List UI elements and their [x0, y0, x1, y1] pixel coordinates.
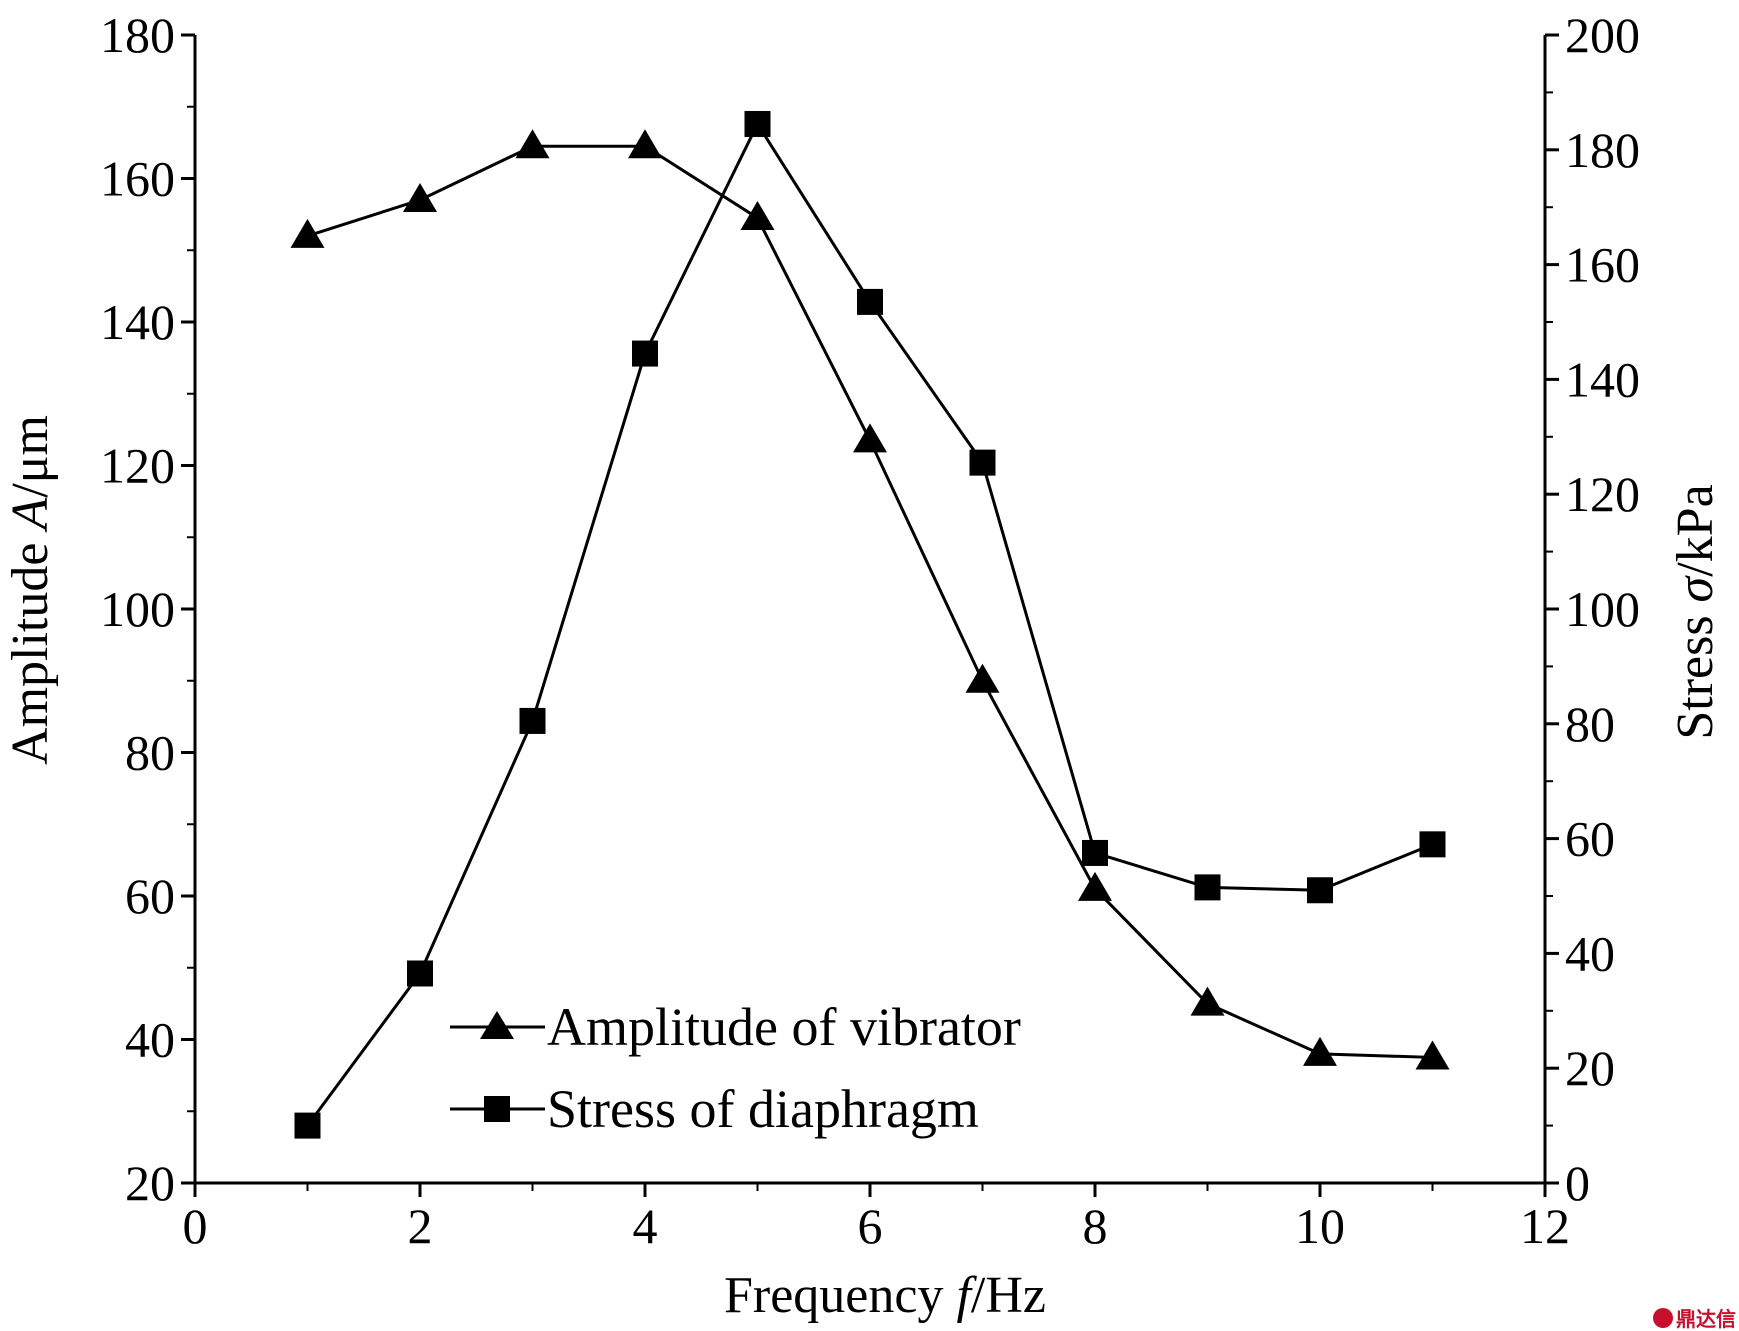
- right-y-tick-label: 140: [1565, 351, 1640, 407]
- series-line: [306, 120, 1434, 1127]
- triangle-data-point: [853, 423, 887, 453]
- left-y-tick-label: 180: [100, 7, 175, 63]
- right-y-tick-label: 180: [1565, 122, 1640, 178]
- triangle-data-point: [1303, 1036, 1337, 1066]
- square-data-point: [744, 110, 771, 137]
- triangle-data-point: [515, 129, 550, 159]
- series-line: [307, 144, 1433, 1059]
- x-tick-label: 6: [858, 1198, 883, 1254]
- x-tick-label: 8: [1083, 1198, 1108, 1254]
- square-data-point: [1194, 874, 1221, 901]
- right-y-tick-label: 80: [1565, 696, 1615, 752]
- left-y-tick-label: 140: [100, 294, 175, 350]
- square-data-point: [294, 1112, 321, 1139]
- triangle-data-point: [1190, 986, 1225, 1016]
- watermark-icon: [1653, 1308, 1673, 1328]
- square-data-point: [407, 960, 433, 987]
- triangle-data-point: [628, 129, 662, 159]
- legend-entry-amplitude: Amplitude of vibrator: [450, 997, 1021, 1057]
- x-axis: 0 2 4 6 8 10 12: [183, 1183, 1570, 1254]
- legend: Amplitude of vibrator Stress of diaphrag…: [450, 997, 1021, 1139]
- legend-entry-stress: Stress of diaphragm: [450, 1079, 979, 1139]
- x-tick-label: 12: [1520, 1198, 1570, 1254]
- right-y-tick-label: 120: [1565, 466, 1640, 522]
- left-y-tick-label: 160: [100, 151, 175, 207]
- left-y-tick-label: 20: [125, 1155, 175, 1211]
- x-tick-label: 4: [633, 1198, 658, 1254]
- square-data-point: [519, 707, 546, 734]
- x-tick-label: 10: [1295, 1198, 1345, 1254]
- square-data-point: [632, 340, 658, 367]
- triangle-data-point: [1415, 1040, 1450, 1070]
- square-data-point: [857, 288, 883, 315]
- right-y-tick-label: 100: [1565, 581, 1640, 637]
- right-y-tick-label: 0: [1565, 1155, 1590, 1211]
- square-data-point: [969, 449, 996, 476]
- series-stress: [294, 110, 1446, 1139]
- right-y-axis: 0 20 40 60 80 100 120 140 160 180 200: [1545, 7, 1640, 1211]
- legend-label-stress: Stress of diaphragm: [547, 1079, 979, 1139]
- left-y-tick-label: 120: [100, 438, 175, 494]
- right-y-tick-label: 200: [1565, 7, 1640, 63]
- left-y-tick-label: 40: [125, 1012, 175, 1068]
- legend-label-amplitude: Amplitude of vibrator: [547, 997, 1021, 1057]
- series-layer: [290, 110, 1450, 1139]
- right-y-tick-label: 160: [1565, 237, 1640, 293]
- left-y-axis-title: Amplitude A/μm: [2, 415, 59, 765]
- square-data-point: [1419, 831, 1446, 858]
- left-y-tick-label: 60: [125, 868, 175, 924]
- triangle-data-point: [1078, 871, 1112, 901]
- right-y-axis-title: Stress σ/kPa: [1667, 484, 1724, 739]
- left-y-tick-label: 80: [125, 725, 175, 781]
- left-y-axis: 20 40 60 80 100 120 140 160 180: [100, 7, 195, 1211]
- triangle-data-point: [740, 200, 775, 230]
- x-tick-label: 2: [408, 1198, 433, 1254]
- watermark-logo: 鼎达信: [1653, 1307, 1736, 1331]
- right-y-tick-label: 20: [1565, 1040, 1615, 1096]
- legend-triangle-marker: [480, 1011, 514, 1039]
- triangle-data-point: [965, 663, 1000, 693]
- legend-square-marker: [484, 1096, 510, 1122]
- svg-text:鼎达信: 鼎达信: [1676, 1307, 1736, 1331]
- left-y-tick-label: 100: [100, 581, 175, 637]
- x-axis-title: Frequency f/Hz: [724, 1267, 1046, 1324]
- triangle-data-point: [290, 218, 325, 248]
- square-data-point: [1307, 877, 1333, 904]
- x-tick-label: 0: [183, 1198, 208, 1254]
- triangle-data-point: [403, 183, 437, 213]
- square-data-point: [1082, 839, 1108, 866]
- series-amplitude: [290, 129, 1450, 1070]
- right-y-tick-label: 60: [1565, 811, 1615, 867]
- right-y-tick-label: 40: [1565, 925, 1615, 981]
